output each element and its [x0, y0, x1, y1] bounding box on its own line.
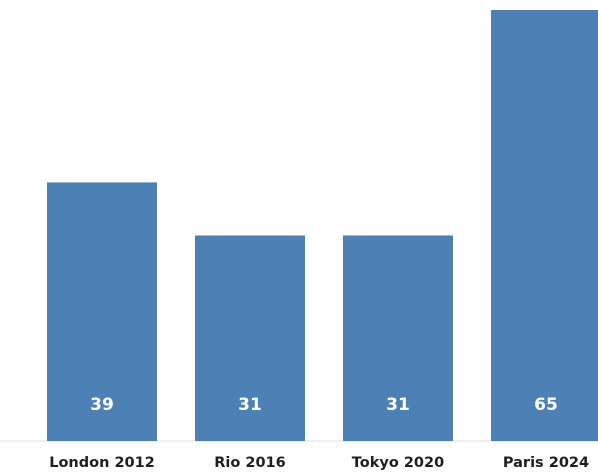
value-labels-group: 39 31 31 65	[90, 395, 558, 415]
bar-2	[343, 235, 453, 441]
x-tick-label-1: Rio 2016	[214, 455, 286, 471]
bar-value-label-1: 31	[238, 395, 262, 415]
bar-0	[47, 182, 157, 441]
bars-group	[47, 10, 598, 441]
bar-value-label-0: 39	[90, 395, 114, 415]
x-tick-label-2: Tokyo 2020	[352, 455, 444, 471]
x-tick-label-0: London 2012	[49, 455, 155, 471]
bar-3	[491, 10, 598, 441]
bar-1	[195, 235, 305, 441]
bar-value-label-2: 31	[386, 395, 410, 415]
x-tick-label-3: Paris 2024	[503, 455, 589, 471]
bar-value-label-3: 65	[534, 395, 558, 415]
x-tick-labels-group: London 2012 Rio 2016 Tokyo 2020 Paris 2024	[49, 455, 589, 471]
